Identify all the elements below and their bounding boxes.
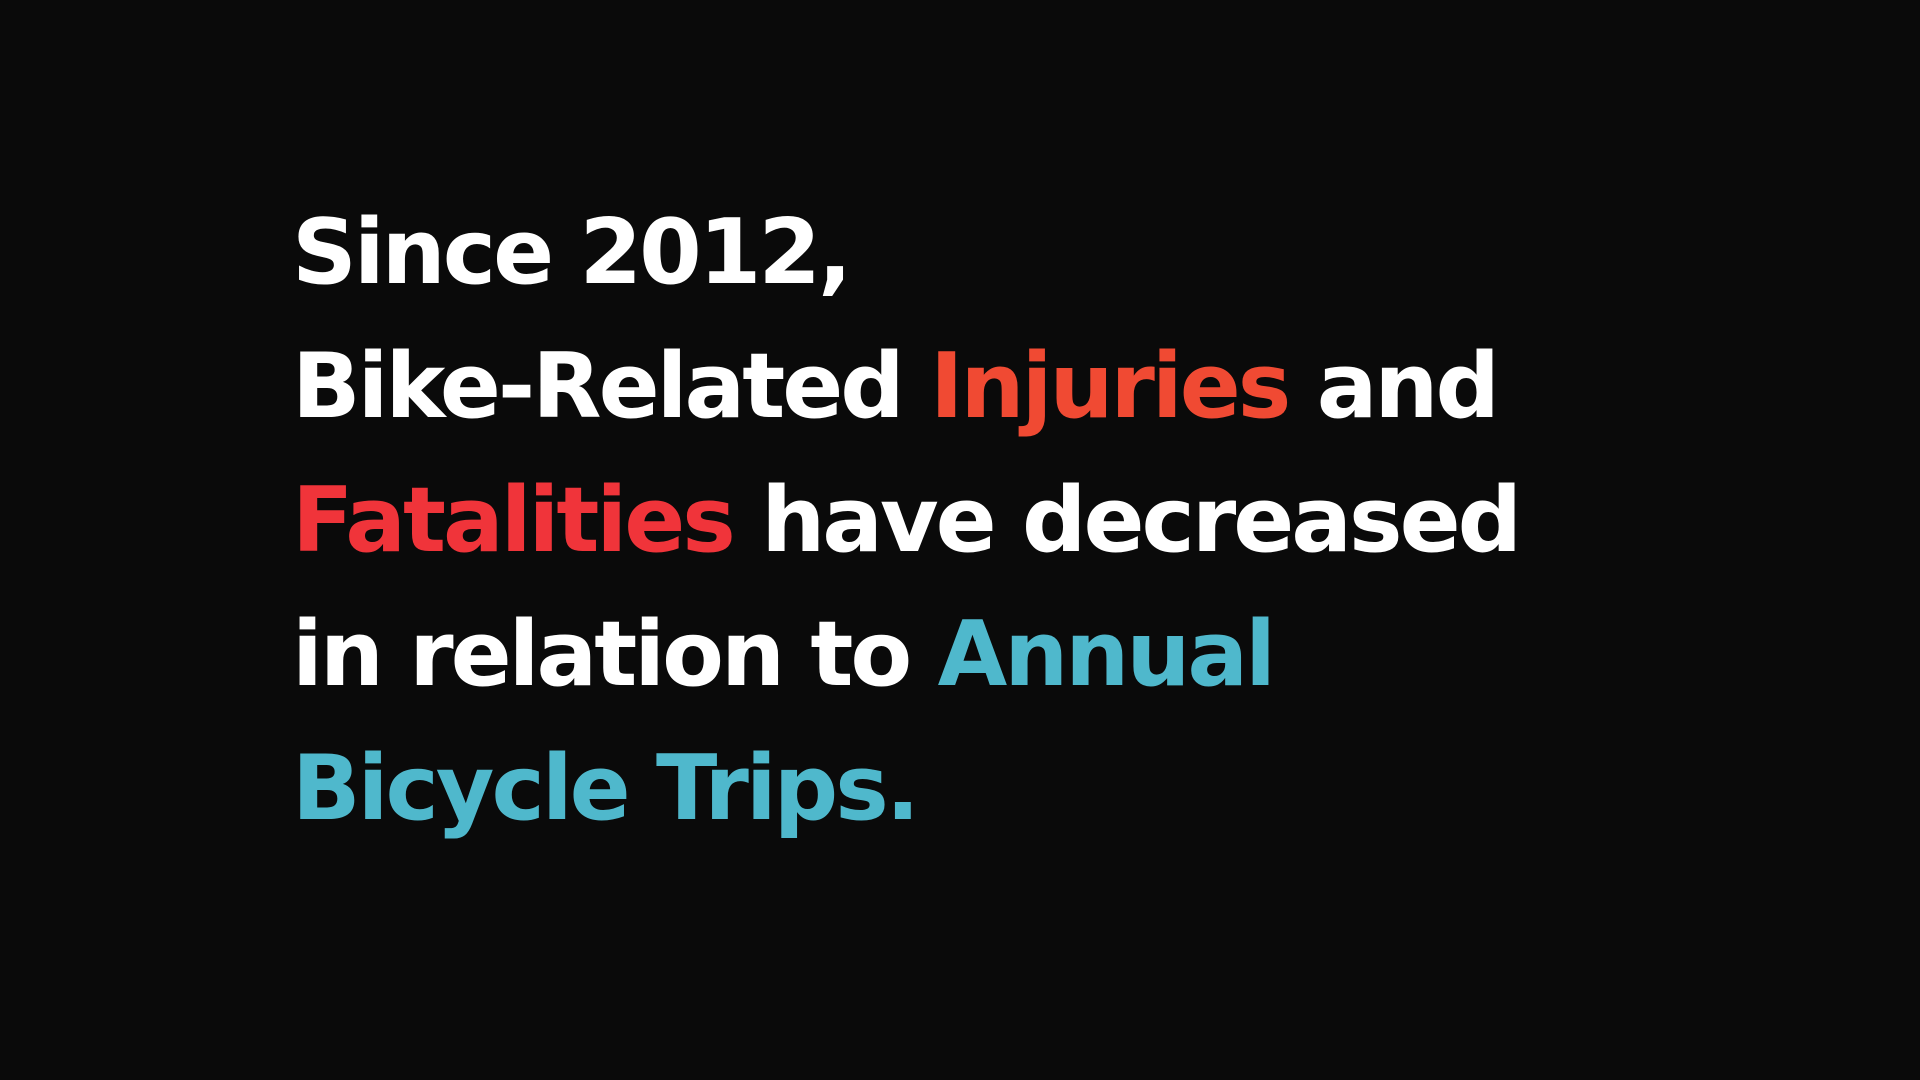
fatalities-highlight: Fatalities (292, 468, 736, 573)
statement-line-5: Bicycle Trips. (292, 722, 1519, 856)
statement: Since 2012, Bike-Related Injuries and Fa… (292, 186, 1522, 856)
injuries-highlight: Injuries (930, 334, 1291, 439)
and-text: and (1288, 334, 1500, 439)
bike-related-text: Bike-Related (292, 334, 931, 439)
statement-line-2: Bike-Related Injuries and (292, 320, 1519, 454)
bicycle-trips-highlight: Bicycle Trips. (292, 736, 920, 841)
since-text: Since 2012, (292, 200, 852, 305)
statement-line-3: Fatalities have decreased (292, 454, 1522, 588)
statement-line-1: Since 2012, (292, 186, 1519, 320)
statement-line-4: in relation to Annual (292, 588, 1519, 722)
have-decreased-text: have decreased (732, 468, 1522, 573)
in-relation-to-text: in relation to (292, 602, 938, 707)
annual-highlight: Annual (937, 602, 1276, 707)
